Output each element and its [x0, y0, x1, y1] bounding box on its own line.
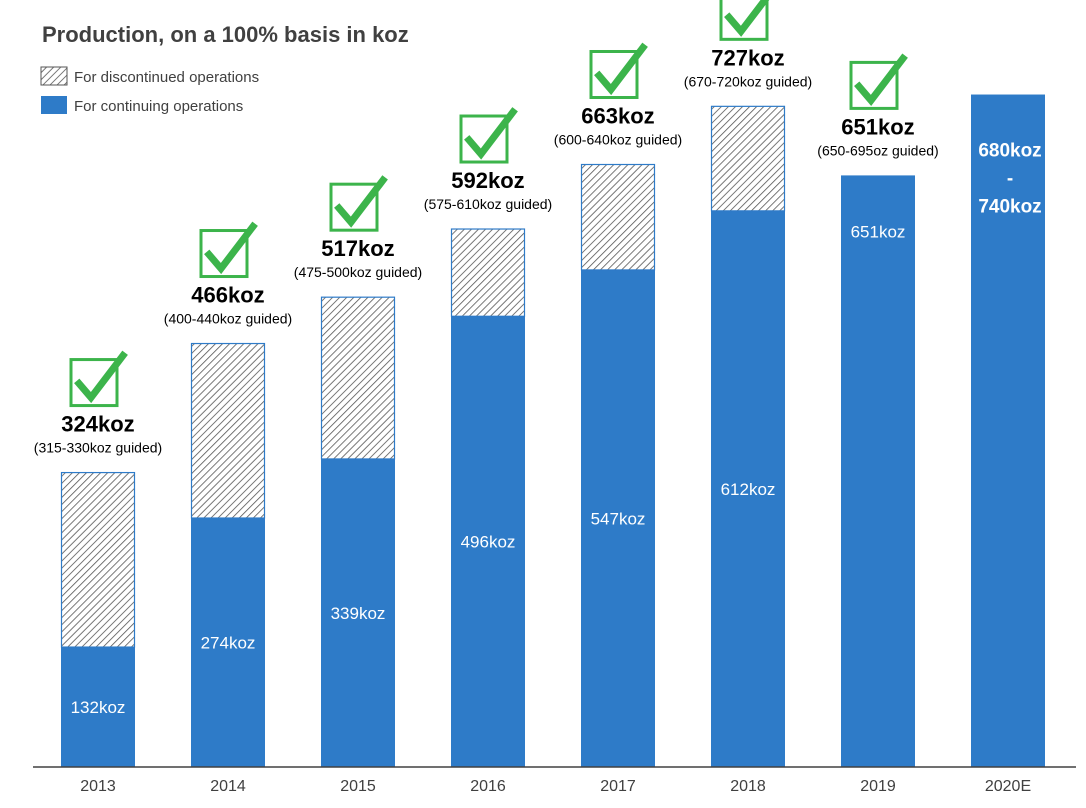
- bar-continuing-2019: [841, 175, 915, 767]
- x-tick-label-2020E: 2020E: [985, 778, 1031, 795]
- bar-value-label-2014: 274koz: [201, 634, 256, 653]
- x-tick-label-2014: 2014: [210, 778, 246, 795]
- x-tick-label-2017: 2017: [600, 778, 636, 795]
- bar-continuing-2013: [61, 647, 135, 767]
- bar-continuing-2020E: [971, 94, 1045, 767]
- bar-continuing-2016: [451, 316, 525, 767]
- guidance-label-2018: (670-720koz guided): [684, 73, 812, 89]
- estimate-label-line-0: 680koz: [978, 141, 1041, 162]
- checkmark-icon: [199, 221, 258, 279]
- total-label-2017: 663koz: [581, 103, 654, 128]
- bar-discontinued-2013: [60, 471, 136, 648]
- x-axis-ticks: 2013 2014 2015 2016 2017 2018 2019 2020E: [80, 778, 1031, 795]
- bar-discontinued-2018: [710, 105, 786, 212]
- checkmark-icon: [69, 350, 128, 408]
- checkmark-icon: [589, 42, 648, 99]
- bar-value-label-2015: 339koz: [331, 604, 386, 623]
- guidance-label-2017: (600-640koz guided): [554, 131, 682, 147]
- guidance-label-2013: (315-330koz guided): [34, 440, 162, 456]
- bar-value-label-2018: 612koz: [721, 480, 776, 499]
- bar-value-label-2013: 132koz: [71, 698, 126, 717]
- bar-continuing-2015: [321, 458, 395, 767]
- guidance-label-2014: (400-440koz guided): [164, 311, 292, 327]
- guidance-label-2016: (575-610koz guided): [424, 196, 552, 212]
- bars-layer: [60, 94, 1045, 768]
- guidance-label-2015: (475-500koz guided): [294, 264, 422, 280]
- bar-value-label-2019: 651koz: [851, 222, 906, 241]
- bar-value-label-2017: 547koz: [591, 509, 646, 528]
- bar-value-label-2016: 496koz: [461, 533, 516, 552]
- total-label-2014: 466koz: [191, 283, 264, 308]
- x-tick-label-2013: 2013: [80, 778, 116, 795]
- bar-continuing-2014: [191, 518, 265, 767]
- x-tick-label-2016: 2016: [470, 778, 506, 795]
- x-tick-label-2018: 2018: [730, 778, 766, 795]
- legend: For discontinued operations For continui…: [40, 66, 259, 115]
- bar-continuing-2018: [711, 210, 785, 768]
- legend-label-continuing: For continuing operations: [74, 98, 243, 115]
- estimate-label-line-1: -: [1007, 169, 1013, 190]
- total-label-2016: 592koz: [451, 168, 524, 193]
- legend-label-discontinued: For discontinued operations: [74, 69, 259, 86]
- total-label-2013: 324koz: [61, 412, 134, 437]
- estimate-label-line-2: 740koz: [978, 197, 1041, 218]
- checkmark-icon: [329, 175, 388, 232]
- bar-discontinued-2017: [580, 163, 656, 271]
- checkmark-icon: [459, 107, 518, 164]
- total-label-2018: 727koz: [711, 45, 784, 70]
- bar-discontinued-2014: [190, 342, 266, 519]
- guidance-label-2019: (650-695oz guided): [817, 142, 938, 158]
- bar-continuing-2017: [581, 269, 655, 767]
- bar-discontinued-2016: [450, 228, 526, 317]
- chart-title: Production, on a 100% basis in koz: [42, 22, 409, 47]
- total-label-2019: 651koz: [841, 114, 914, 139]
- bar-discontinued-2015: [320, 296, 396, 460]
- legend-swatch-continuing: [41, 96, 67, 114]
- labels-layer: 132koz (315-330koz guided) 324koz 274koz (40…: [34, 0, 1042, 717]
- legend-swatch-discontinued: [40, 66, 68, 86]
- checkmark-icon: [849, 53, 908, 110]
- x-tick-label-2019: 2019: [860, 778, 896, 795]
- total-label-2015: 517koz: [321, 236, 394, 261]
- checkmark-icon: [719, 0, 770, 41]
- x-tick-label-2015: 2015: [340, 778, 376, 795]
